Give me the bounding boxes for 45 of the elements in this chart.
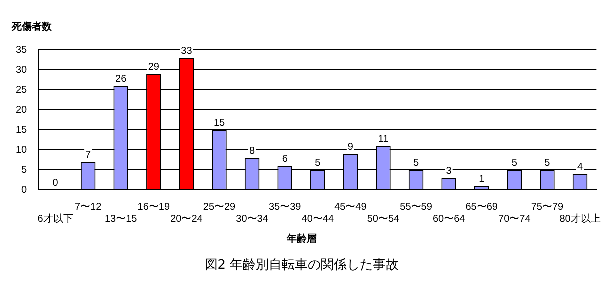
x-tick-label: 50〜54 — [367, 214, 400, 225]
data-label: 33 — [181, 46, 193, 57]
x-tick-label: 70〜74 — [498, 214, 532, 225]
y-tick-label: 30 — [16, 64, 28, 76]
x-tick-label: 13〜15 — [104, 214, 138, 225]
x-tick-label: 55〜59 — [400, 202, 433, 213]
x-tick-label: 20〜24 — [170, 214, 204, 225]
data-label: 5 — [544, 158, 551, 169]
x-axis-title: 年齢層 — [286, 232, 318, 246]
text: 図2 年齢別自転車の関係した事故 — [204, 257, 400, 274]
y-tick-label: 35 — [16, 44, 28, 56]
x-tick-label: 16〜19 — [138, 202, 170, 213]
data-label: 9 — [348, 142, 354, 153]
x-tick-label: 45〜49 — [334, 202, 368, 213]
x-tick-label: 40〜44 — [302, 214, 334, 225]
y-axis-title: 死傷者数 — [12, 20, 52, 34]
data-label: 29 — [148, 62, 160, 73]
y-tick-label: 10 — [16, 144, 28, 156]
data-label: 8 — [250, 146, 256, 157]
x-tick-label: 35〜39 — [268, 202, 302, 213]
x-tick-label: 75〜79 — [531, 202, 564, 213]
y-tick-label: 15 — [16, 124, 28, 136]
y-tick-label: 20 — [16, 104, 28, 116]
data-label: 11 — [378, 134, 390, 145]
data-label: 0 — [52, 178, 59, 189]
x-tick-label: 6才以下 — [38, 212, 74, 225]
data-label: 6 — [282, 154, 288, 165]
x-tick-label: 25〜29 — [203, 202, 236, 213]
data-label: 3 — [446, 166, 452, 177]
y-tick-label: 25 — [16, 84, 28, 96]
x-tick-label: 65〜69 — [466, 202, 498, 213]
y-tick-label: 5 — [22, 164, 28, 176]
x-tick-label: 30〜34 — [236, 214, 269, 225]
data-label: 5 — [512, 158, 518, 169]
x-tick-label: 80才以上 — [560, 212, 601, 225]
y-tick-label: 0 — [22, 184, 28, 196]
x-tick-label: 60〜64 — [432, 214, 466, 225]
data-label: 7 — [86, 150, 92, 161]
data-label: 26 — [116, 74, 128, 85]
data-label: 4 — [577, 162, 584, 173]
data-label: 1 — [479, 174, 486, 185]
x-tick-label: 7〜12 — [74, 202, 102, 213]
data-label: 5 — [315, 158, 322, 169]
data-label: 5 — [414, 158, 420, 169]
data-label: 15 — [214, 118, 226, 129]
